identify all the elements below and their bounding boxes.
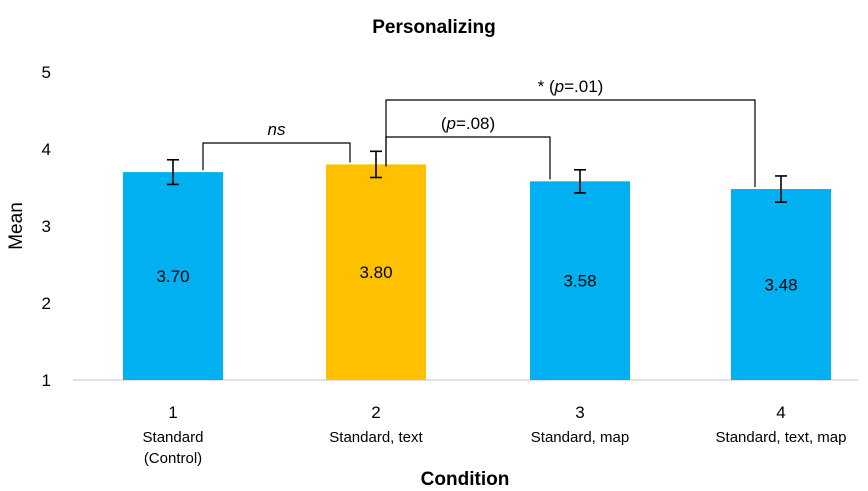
comparison-label: (p=.08)	[441, 114, 495, 133]
bar	[731, 189, 831, 380]
x-category-name: Standard, text	[329, 429, 423, 446]
x-category-name: (Control)	[144, 450, 202, 467]
comparison-label: ns	[268, 120, 286, 139]
bar	[326, 164, 426, 380]
bar-value-label: 3.70	[156, 267, 189, 286]
y-axis-title: Mean	[6, 202, 27, 250]
bar	[530, 181, 630, 380]
chart-title: Personalizing	[372, 17, 496, 38]
y-tick-label: 4	[42, 140, 51, 159]
y-tick-label: 3	[42, 217, 51, 236]
error-bar	[574, 168, 586, 194]
x-category-number: 1	[168, 403, 177, 422]
y-tick-label: 2	[42, 294, 51, 313]
error-bar	[370, 150, 382, 179]
x-category-number: 4	[776, 403, 785, 422]
bar-value-labels: 3.70 3.80 3.58 3.48	[156, 263, 797, 294]
bars	[123, 164, 831, 380]
x-axis-categories: 1 Standard (Control) 2 Standard, text 3 Standa…	[143, 403, 847, 467]
y-tick-label: 5	[42, 63, 51, 82]
y-tick-label: 1	[42, 371, 51, 390]
comparison-bracket	[202, 142, 351, 171]
x-category-name: Standard	[143, 429, 204, 446]
comparison-bracket	[385, 99, 756, 188]
x-axis-title: Condition	[421, 469, 510, 490]
y-axis-ticks: 1 2 3 4 5	[42, 63, 51, 390]
x-category-number: 2	[371, 403, 380, 422]
bar-value-label: 3.48	[764, 276, 797, 295]
error-bar	[775, 175, 787, 203]
x-category-name: Standard, text, map	[716, 429, 847, 446]
bar-value-label: 3.80	[359, 263, 392, 282]
comparison-brackets: ns (p=.08) * (p=.01)	[202, 77, 756, 188]
x-category-name: Standard, map	[531, 429, 629, 446]
x-category-number: 3	[575, 403, 584, 422]
error-bar	[167, 158, 179, 186]
bar	[123, 172, 223, 380]
bar-value-label: 3.58	[563, 272, 596, 291]
comparison-label: * (p=.01)	[538, 77, 604, 96]
error-bars	[167, 150, 787, 203]
